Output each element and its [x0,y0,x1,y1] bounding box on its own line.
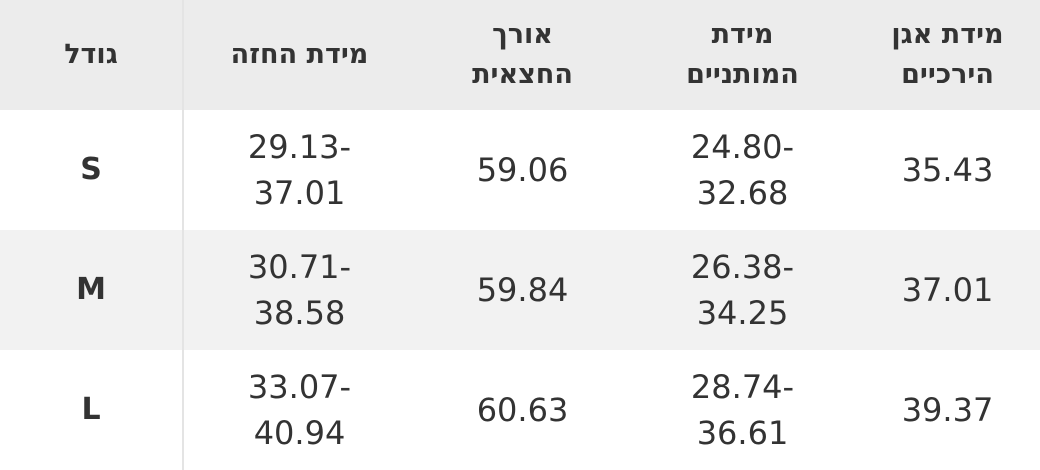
value-cell: 39.37 [855,350,1040,470]
value-cell: 26.38-34.25 [630,230,855,350]
value-cell: 59.06 [415,110,630,230]
size-cell: L [0,350,184,470]
cell-text: 37.01 [901,271,994,309]
column-header: אורך החצאית [415,0,630,110]
cell-text: S [80,152,102,187]
cell-text: 39.37 [901,391,994,429]
header-text: מידת המותניים [686,19,799,90]
cell-text: 28.74-36.61 [690,368,795,452]
value-cell: 60.63 [415,350,630,470]
table-row: M 30.71-38.58 59.84 26.38-34.25 37.01 [0,230,1040,350]
column-header: מידת החזה [183,0,415,110]
table-row: S 29.13-37.01 59.06 24.80-32.68 35.43 [0,110,1040,230]
cell-text: 33.07-40.94 [247,368,352,452]
header-text: מידת אגן הירכיים [891,19,1004,90]
size-cell: S [0,110,184,230]
value-cell: 29.13-37.01 [183,110,415,230]
cell-text: M [76,272,106,307]
value-cell: 28.74-36.61 [630,350,855,470]
value-cell: 59.84 [415,230,630,350]
table-body: S 29.13-37.01 59.06 24.80-32.68 35.43 M 30.71-… [0,110,1040,470]
value-cell: 24.80-32.68 [630,110,855,230]
header-text: גודל [64,39,118,70]
cell-text: 60.63 [476,391,569,429]
column-header: מידת אגן הירכיים [855,0,1040,110]
value-cell: 30.71-38.58 [183,230,415,350]
cell-text: 59.06 [476,151,569,189]
cell-text: 26.38-34.25 [690,248,795,332]
header-text: מידת החזה [230,39,369,70]
value-cell: 33.07-40.94 [183,350,415,470]
cell-text: 30.71-38.58 [247,248,352,332]
value-cell: 37.01 [855,230,1040,350]
cell-text: 35.43 [901,151,994,189]
table-row: L 33.07-40.94 60.63 28.74-36.61 39.37 [0,350,1040,470]
value-cell: 35.43 [855,110,1040,230]
cell-text: L [81,392,101,427]
cell-text: 59.84 [476,271,569,309]
cell-text: 24.80-32.68 [690,128,795,212]
column-header: מידת המותניים [630,0,855,110]
size-cell: M [0,230,184,350]
header-row: גודל מידת החזה אורך החצאית מידת המותניים מיד… [0,0,1040,110]
cell-text: 29.13-37.01 [247,128,352,212]
header-text: אורך החצאית [472,19,573,90]
column-header: גודל [0,0,184,110]
